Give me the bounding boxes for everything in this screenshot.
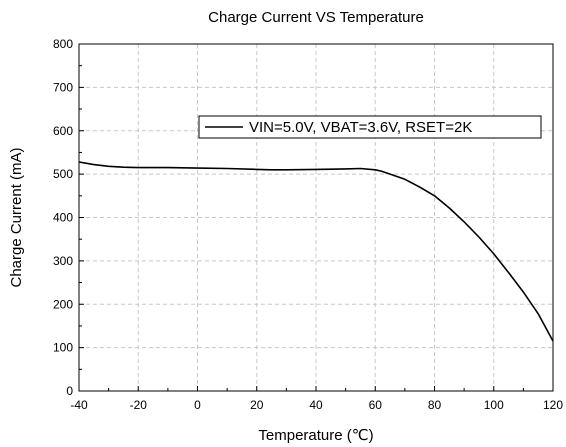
tick-labels: -40 -20 0 20 40 60 80 100 120 0 100 200 300 400 500 600… — [53, 37, 563, 412]
x-axis-label: Temperature (℃) — [258, 427, 373, 444]
legend: VIN=5.0V, VBAT=3.6V, RSET=2K — [198, 115, 542, 139]
y-tick-label: 200 — [53, 297, 73, 311]
x-tick-label: 100 — [484, 398, 504, 412]
y-axis-label: Charge Current (mA) — [8, 147, 25, 287]
x-tick-label: 60 — [369, 398, 383, 412]
x-tick-label: -20 — [130, 398, 148, 412]
y-tick-label: 300 — [53, 254, 73, 268]
x-tick-label: 0 — [194, 398, 201, 412]
x-tick-label: 120 — [543, 398, 563, 412]
y-tick-label: 800 — [53, 37, 73, 51]
series-line-0 — [78, 161, 554, 342]
y-tick-label: 600 — [53, 124, 73, 138]
x-tick-label: 40 — [309, 398, 323, 412]
axis-ticks — [78, 43, 554, 392]
x-tick-label: -40 — [70, 398, 88, 412]
y-tick-label: 700 — [53, 80, 73, 94]
chart-title: Charge Current VS Temperature — [208, 9, 424, 26]
y-tick-label: 500 — [53, 167, 73, 181]
legend-label: VIN=5.0V, VBAT=3.6V, RSET=2K — [249, 119, 472, 136]
series-layer — [78, 161, 554, 342]
x-tick-label: 20 — [250, 398, 264, 412]
y-tick-label: 400 — [53, 211, 73, 225]
y-tick-label: 0 — [66, 384, 73, 398]
grid — [79, 44, 553, 391]
legend-box — [198, 115, 542, 139]
y-tick-label: 100 — [53, 341, 73, 355]
x-tick-label: 80 — [428, 398, 442, 412]
